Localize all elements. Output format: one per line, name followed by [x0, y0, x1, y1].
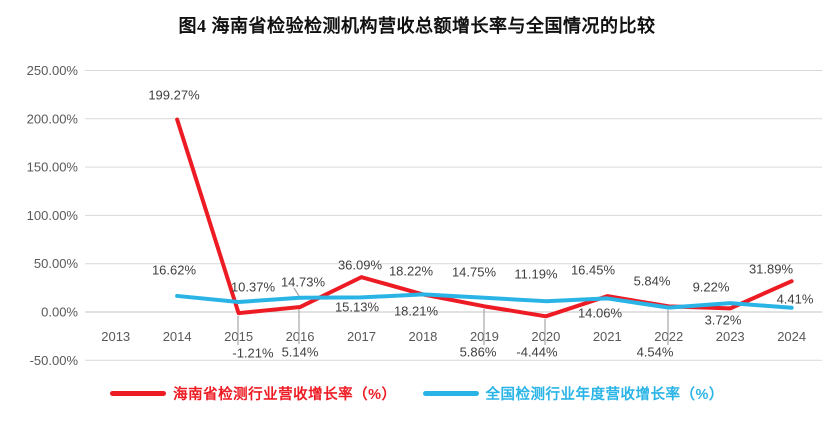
x-axis-tick-label: 2024	[777, 329, 806, 344]
data-label-hainan: 5.84%	[634, 274, 671, 289]
data-label-hainan: 5.14%	[282, 345, 319, 360]
y-axis-tick-label: 250.00%	[27, 63, 79, 78]
data-label-national: 18.21%	[394, 304, 439, 319]
legend-item-national: 全国检测行业年度营收增长率（%）	[422, 383, 724, 404]
data-label-national: 16.62%	[152, 263, 197, 278]
x-axis-tick-label: 2023	[716, 329, 745, 344]
data-label-national: 11.19%	[514, 267, 558, 282]
x-axis-tick-label: 2018	[408, 329, 437, 344]
data-label-hainan: 18.22%	[389, 264, 434, 279]
legend-marker-national-line-icon	[422, 391, 479, 396]
x-axis-tick-label: 2015	[224, 329, 253, 344]
data-label-hainan: 3.72%	[705, 313, 742, 328]
x-axis-tick-label: 2021	[593, 329, 622, 344]
data-label-hainan: 31.89%	[749, 262, 794, 277]
legend-item-hainan: 海南省检测行业营收增长率（%）	[110, 383, 396, 404]
chart-title: 图4 海南省检验检测机构营收总额增长率与全国情况的比较	[178, 16, 656, 36]
series-line-national	[175, 292, 794, 310]
label-leader-line	[293, 287, 300, 297]
y-axis-tick-label: 200.00%	[27, 111, 79, 126]
legend-marker-hainan-line-icon	[110, 391, 167, 396]
data-label-national: 4.54%	[637, 345, 674, 360]
legend-label-national: 全国检测行业年度营收增长率（%）	[485, 387, 724, 403]
data-label-hainan: 5.86%	[460, 345, 497, 360]
x-axis-tick-label: 2017	[347, 329, 376, 344]
x-axis-tick-label: 2016	[286, 329, 315, 344]
data-label-national: 15.13%	[335, 300, 380, 315]
data-label-national: 14.75%	[452, 265, 497, 280]
data-label-hainan: -4.44%	[516, 345, 558, 360]
y-axis-tick-label: 150.00%	[27, 160, 79, 175]
y-axis-tick-label: 50.00%	[34, 256, 79, 271]
data-label-national: 9.22%	[693, 280, 730, 295]
legend: 海南省检测行业营收增长率（%） 全国检测行业年度营收增长率（%）	[0, 383, 834, 404]
y-axis-tick-label: 100.00%	[27, 208, 79, 223]
data-label-hainan: 16.45%	[571, 263, 616, 278]
data-label-national: 14.06%	[578, 306, 623, 321]
data-label-national: 10.37%	[231, 280, 276, 295]
data-label-hainan: -1.21%	[232, 346, 274, 361]
y-axis-tick-label: -50.00%	[30, 353, 79, 368]
x-axis-tick-label: 2013	[101, 329, 130, 344]
data-label-national: 4.41%	[777, 292, 814, 307]
x-axis-tick-label: 2022	[654, 329, 683, 344]
legend-label-hainan: 海南省检测行业营收增长率（%）	[173, 387, 397, 403]
x-axis-tick-label: 2020	[531, 329, 560, 344]
data-label-national: 14.73%	[281, 275, 326, 290]
data-label-hainan: 199.27%	[148, 88, 200, 103]
data-label-hainan: 36.09%	[338, 258, 383, 273]
y-axis-tick-label: 0.00%	[41, 305, 78, 320]
x-axis-tick-label: 2014	[163, 329, 192, 344]
